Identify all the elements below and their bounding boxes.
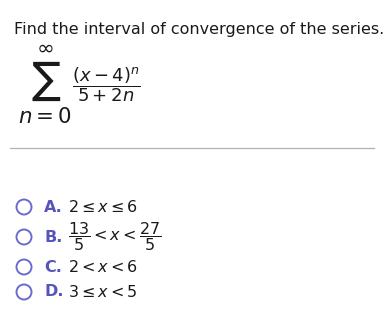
Text: $3 \leq x < 5$: $3 \leq x < 5$ bbox=[68, 284, 138, 300]
Text: Find the interval of convergence of the series.: Find the interval of convergence of the … bbox=[14, 22, 384, 37]
Text: $\dfrac{(x-4)^n}{5+2n}$: $\dfrac{(x-4)^n}{5+2n}$ bbox=[72, 66, 141, 104]
Text: $\dfrac{13}{5} < x < \dfrac{27}{5}$: $\dfrac{13}{5} < x < \dfrac{27}{5}$ bbox=[68, 220, 161, 253]
Text: D.: D. bbox=[44, 285, 63, 299]
Text: $2 < x < 6$: $2 < x < 6$ bbox=[68, 259, 138, 275]
Text: C.: C. bbox=[44, 259, 62, 275]
Text: A.: A. bbox=[44, 199, 63, 215]
Text: B.: B. bbox=[44, 230, 62, 244]
Text: $\sum_{n=0}^{\infty}$: $\sum_{n=0}^{\infty}$ bbox=[18, 44, 72, 126]
Text: $2 \leq x \leq 6$: $2 \leq x \leq 6$ bbox=[68, 199, 138, 215]
